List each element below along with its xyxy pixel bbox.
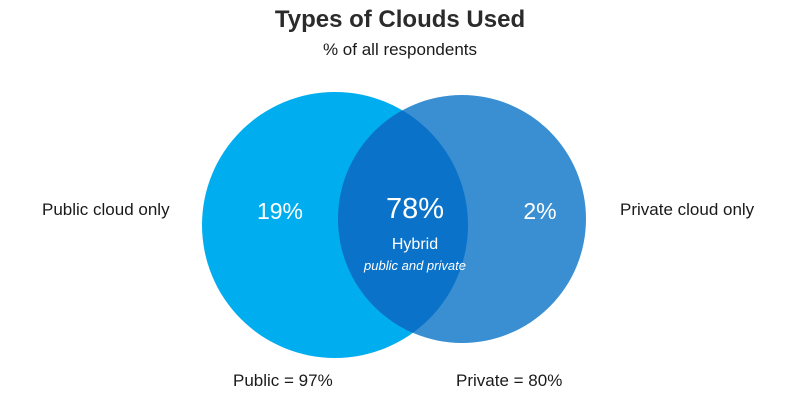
private-total-label: Private = 80% <box>456 371 563 390</box>
private-only-label: Private cloud only <box>620 200 755 219</box>
hybrid-label: Hybrid <box>391 236 439 253</box>
diagram-subtitle: % of all respondents <box>322 40 478 59</box>
hybrid-sublabel: public and private <box>364 258 466 273</box>
public-only-label: Public cloud only <box>42 200 170 219</box>
diagram-title: Types of Clouds Used <box>274 6 526 33</box>
public-total-label: Public = 97% <box>233 371 333 390</box>
hybrid-value: 78% <box>385 193 445 225</box>
private-only-value: 2% <box>523 198 557 224</box>
hybrid-overlap-region <box>338 95 468 343</box>
public-only-value: 19% <box>256 198 304 224</box>
